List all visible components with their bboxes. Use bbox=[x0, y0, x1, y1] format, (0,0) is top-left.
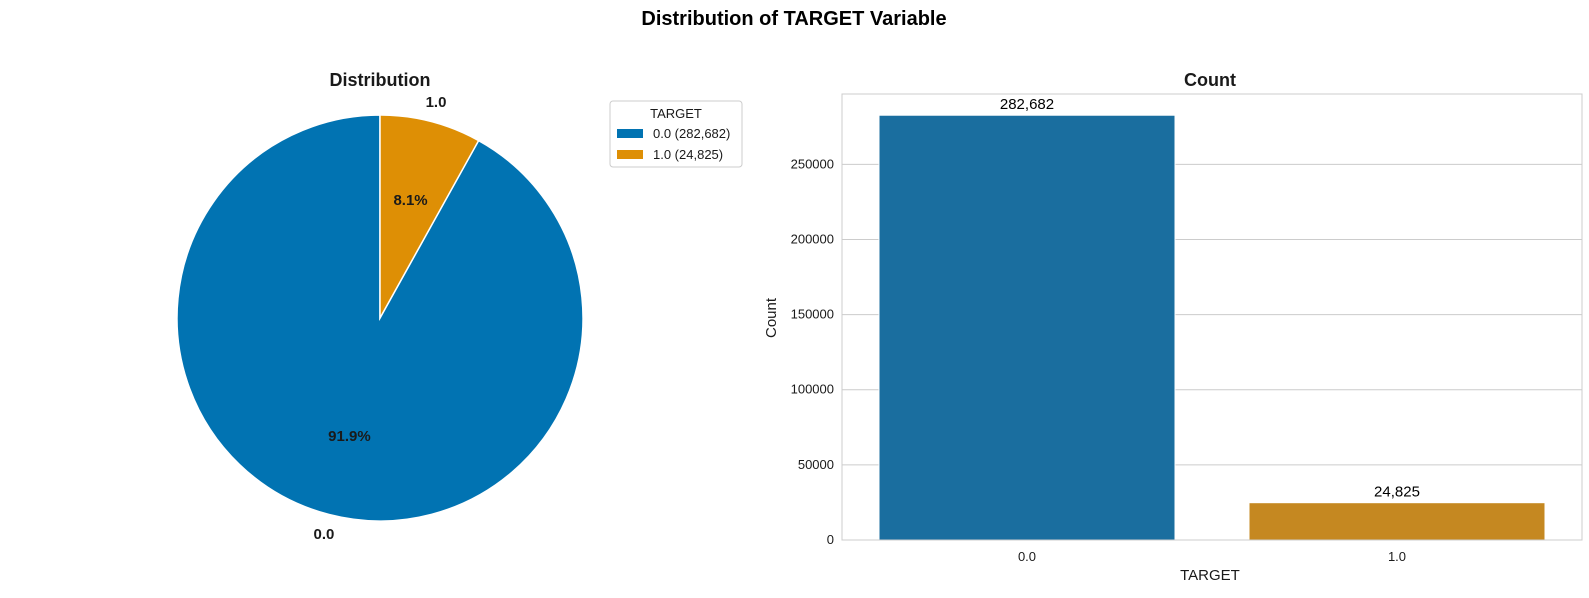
legend-swatch-0 bbox=[617, 129, 643, 138]
bar-xtick-label-0: 0.0 bbox=[1018, 549, 1036, 564]
bar-yticks: 0 50000 100000 150000 200000 250000 bbox=[791, 156, 834, 547]
bar-ytick-label-2: 100000 bbox=[791, 382, 834, 397]
bar-ylabel: Count bbox=[763, 297, 780, 338]
legend-entry-1: 1.0 (24,825) bbox=[653, 147, 723, 162]
bar-ytick-label-5: 250000 bbox=[791, 156, 834, 171]
bar-axes-frame bbox=[841, 93, 1583, 541]
pie-legend: TARGET 0.0 (282,682) 1.0 (24,825) bbox=[609, 100, 743, 168]
bar-xlabel: TARGET bbox=[1180, 567, 1240, 584]
bar-bars bbox=[878, 114, 1546, 541]
bar-panel: Count 0 50000 100000 150000 200000 250000 0.0… bbox=[763, 70, 1583, 584]
bar-title: Count bbox=[1184, 70, 1236, 90]
bar-xticks: 0.0 1.0 bbox=[1018, 549, 1406, 564]
pie-labels: 91.9% 0.0 8.1% 1.0 bbox=[314, 94, 447, 543]
pie-slice-1 bbox=[379, 114, 480, 321]
bar-value-label-0: 282,682 bbox=[1000, 96, 1054, 113]
figure-suptitle: Distribution of TARGET Variable bbox=[641, 8, 946, 30]
bar-ytick-label-0: 0 bbox=[827, 532, 834, 547]
legend-entry-0: 0.0 (282,682) bbox=[653, 126, 730, 141]
pie-slices bbox=[176, 114, 584, 522]
bar-ytick-label-3: 150000 bbox=[791, 307, 834, 322]
pie-category-label-0: 0.0 bbox=[314, 526, 335, 543]
bar-value-label-1: 24,825 bbox=[1374, 484, 1420, 501]
bar-1 bbox=[1248, 502, 1546, 541]
pie-panel: Distribution 91.9% 0.0 8.1% 1.0 TARGET 0.0 … bbox=[176, 70, 743, 543]
bar-xtick-label-1: 1.0 bbox=[1388, 549, 1406, 564]
pie-category-label-1: 1.0 bbox=[426, 94, 447, 111]
legend-title: TARGET bbox=[650, 106, 702, 121]
bar-ytick-label-1: 50000 bbox=[798, 457, 834, 472]
pie-title: Distribution bbox=[330, 70, 431, 90]
legend-swatch-1 bbox=[617, 150, 643, 159]
bar-0 bbox=[878, 114, 1176, 541]
pie-percent-label-0: 91.9% bbox=[328, 428, 371, 445]
pie-percent-label-1: 8.1% bbox=[393, 192, 427, 209]
bar-ytick-label-4: 200000 bbox=[791, 231, 834, 246]
bar-value-labels: 282,682 24,825 bbox=[1000, 96, 1420, 500]
